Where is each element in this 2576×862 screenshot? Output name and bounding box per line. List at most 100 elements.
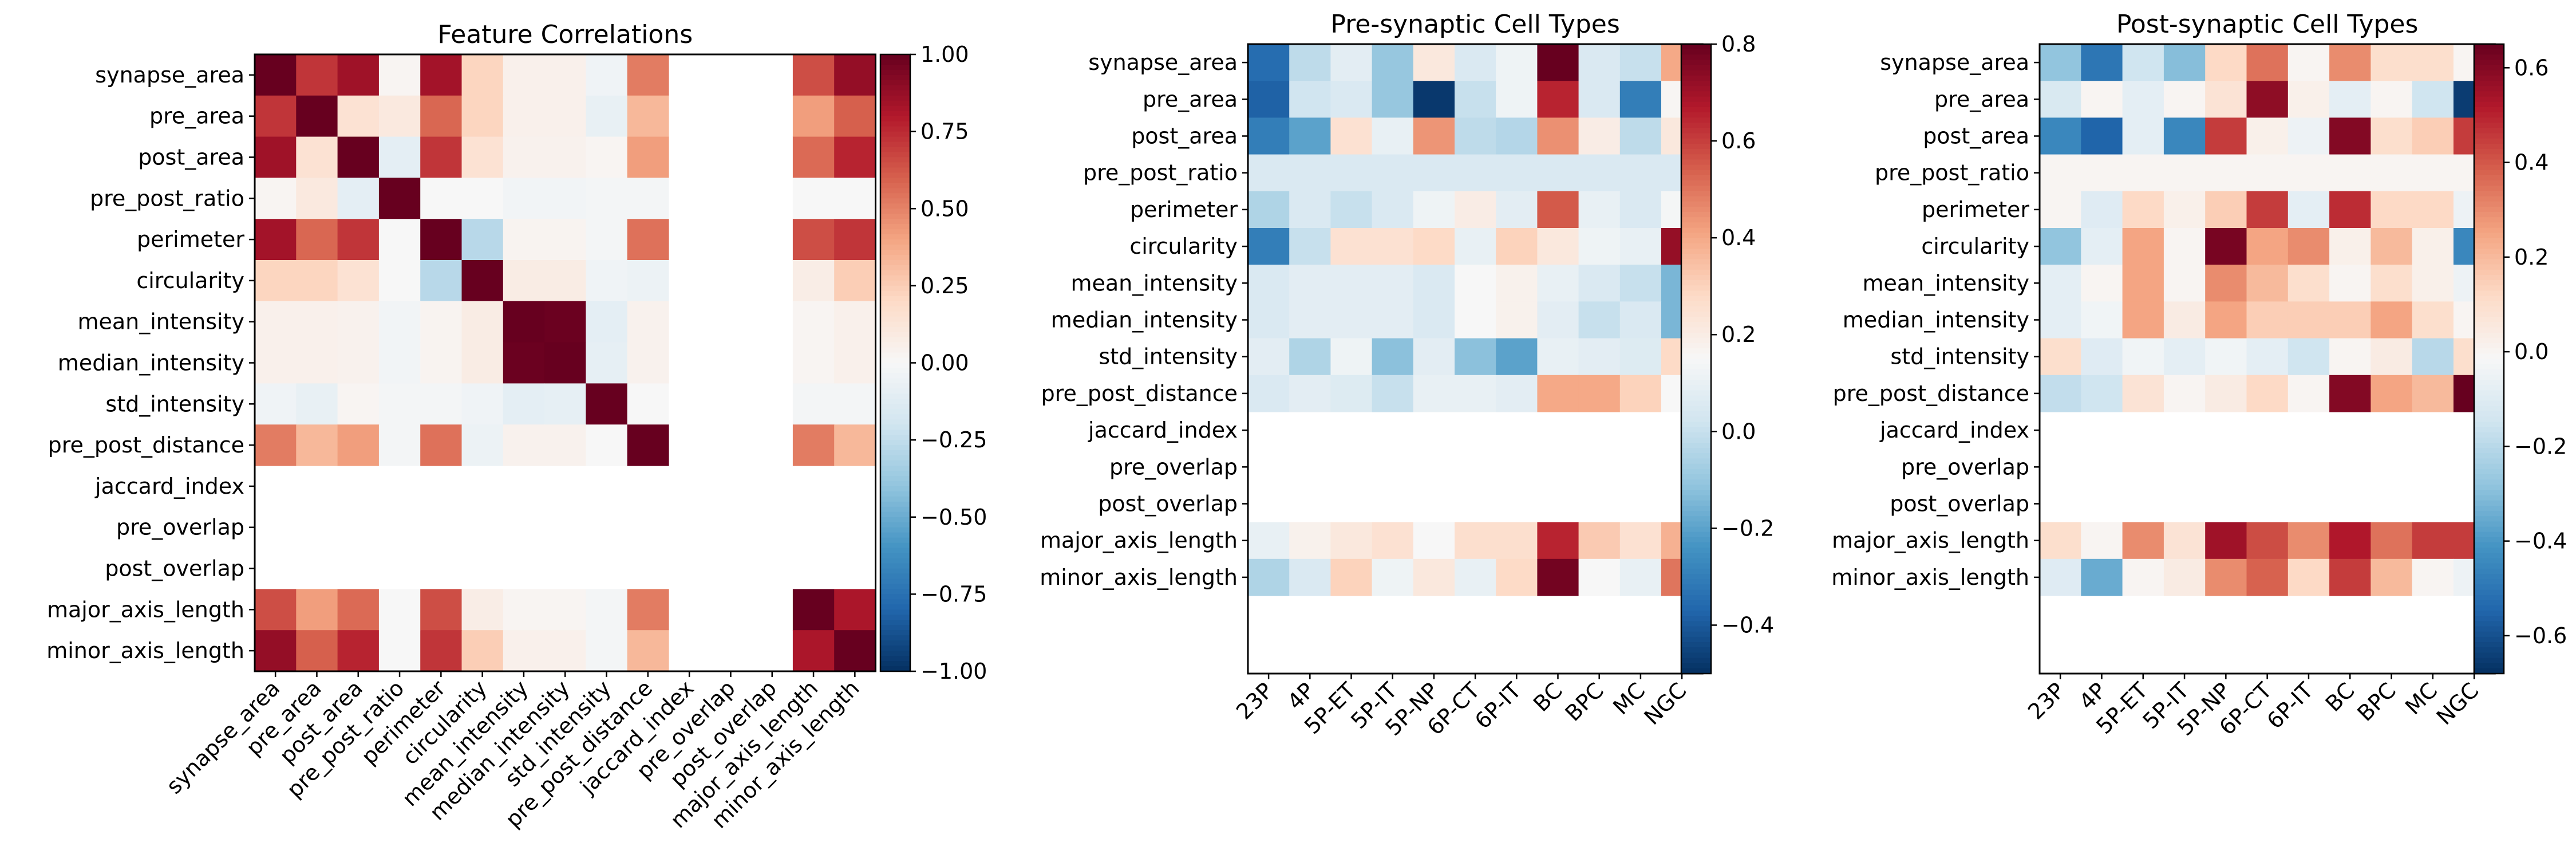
heatmap-cell: [2370, 44, 2413, 81]
heatmap-cell: [834, 95, 876, 137]
colorbar-segment: [2474, 285, 2504, 292]
colorbar-segment: [880, 162, 910, 168]
heatmap-cell: [420, 424, 463, 466]
heatmap-cell: [544, 301, 586, 343]
heatmap-cell: [627, 136, 669, 178]
column-label: BPC: [1560, 678, 1609, 726]
colorbar-segment: [880, 558, 910, 564]
heatmap-cell: [2040, 558, 2081, 596]
colorbar-tick-label: 1.00: [920, 42, 969, 67]
heatmap-cell: [1455, 228, 1496, 265]
heatmap-cell: [2122, 228, 2164, 265]
heatmap-cell: [337, 178, 380, 219]
heatmap-cell: [2412, 558, 2454, 596]
heatmap-cell: [2122, 154, 2164, 192]
colorbar-segment: [1681, 626, 1711, 632]
heatmap-cell: [2412, 154, 2454, 192]
heatmap-cell: [2329, 81, 2371, 118]
colorbar-segment: [1681, 186, 1711, 192]
heatmap-cell: [2163, 301, 2206, 339]
colorbar-segment: [1681, 458, 1711, 465]
column-label: 23P: [2023, 678, 2070, 725]
heatmap-cell: [2040, 228, 2081, 265]
heatmap-cell: [1413, 375, 1455, 412]
colorbar-tick-label: 0.6: [2514, 55, 2549, 80]
colorbar-segment: [1681, 144, 1711, 149]
heatmap-cell: [2122, 558, 2164, 596]
heatmap-cell: [1413, 117, 1455, 155]
row-label: minor_axis_length: [46, 638, 244, 663]
heatmap-cell: [2287, 44, 2330, 81]
colorbar-segment: [880, 599, 910, 605]
colorbar-segment: [2474, 584, 2504, 591]
colorbar-segment: [880, 347, 910, 353]
heatmap-cell: [792, 260, 835, 302]
colorbar-segment: [1681, 269, 1711, 275]
colorbar-segment: [1681, 642, 1711, 648]
heatmap-cell: [1413, 228, 1455, 265]
colorbar-segment: [880, 326, 910, 333]
row-label: major_axis_length: [47, 597, 244, 622]
colorbar-segment: [880, 219, 910, 225]
heatmap-cell: [2287, 154, 2330, 192]
colorbar-segment: [880, 635, 910, 641]
colorbar-segment: [1681, 526, 1711, 533]
heatmap-cell: [1496, 154, 1538, 192]
heatmap-cell: [1330, 522, 1373, 560]
heatmap-cell: [420, 383, 463, 425]
row-label: post_area: [138, 145, 244, 170]
heatmap-cell: [1289, 301, 1331, 339]
colorbar-segment: [1681, 568, 1711, 574]
colorbar-segment: [880, 440, 910, 446]
heatmap-cell: [2370, 265, 2413, 302]
colorbar-segment: [2474, 631, 2504, 637]
heatmap-cell: [1248, 81, 1290, 118]
row-label: std_intensity: [1099, 344, 1238, 369]
colorbar-segment: [2474, 348, 2504, 355]
colorbar-segment: [2474, 448, 2504, 454]
heatmap-cell: [1330, 265, 1373, 302]
heatmap-cell: [1248, 44, 1290, 81]
heatmap-cell: [337, 54, 380, 96]
colorbar-segment: [2474, 70, 2504, 76]
colorbar-segment: [2474, 337, 2504, 344]
colorbar-segment: [2474, 332, 2504, 338]
heatmap-cell: [2412, 375, 2454, 412]
heatmap-cell: [378, 424, 421, 466]
heatmap-cell: [1248, 375, 1290, 412]
heatmap-cell: [461, 301, 504, 343]
heatmap-cell: [503, 54, 545, 96]
heatmap-cell: [2040, 265, 2081, 302]
heatmap-cell: [1413, 81, 1455, 118]
heatmap-cell: [586, 630, 628, 672]
heatmap-cell: [461, 219, 504, 261]
colorbar-segment: [880, 342, 910, 348]
heatmap-cell: [255, 424, 297, 466]
heatmap-cell: [792, 424, 835, 466]
row-label: post_area: [1923, 124, 2029, 149]
colorbar-segment: [2474, 558, 2504, 564]
column-label: 23P: [1231, 678, 1278, 725]
colorbar-segment: [2474, 107, 2504, 113]
colorbar-segment: [880, 183, 910, 189]
colorbar-segment: [880, 100, 910, 107]
heatmap-cell: [461, 383, 504, 425]
heatmap-cell: [1496, 265, 1538, 302]
heatmap-cell: [2205, 117, 2247, 155]
heatmap-cell: [1372, 191, 1414, 229]
heatmap-cell: [544, 136, 586, 178]
colorbar-segment: [1681, 264, 1711, 270]
colorbar-segment: [880, 198, 910, 204]
colorbar-segment: [2474, 463, 2504, 470]
colorbar-segment: [880, 527, 910, 533]
colorbar-segment: [2474, 511, 2504, 517]
heatmap-cell: [2163, 265, 2206, 302]
colorbar-segment: [1681, 274, 1711, 281]
heatmap-cell: [2205, 375, 2247, 412]
colorbar-segment: [2474, 505, 2504, 511]
heatmap-cell: [503, 342, 545, 384]
colorbar-segment: [880, 85, 910, 91]
correlation-heatmap-panel: Feature Correlations synapse_area pre_area…: [46, 20, 987, 833]
heatmap-cell: [2205, 301, 2247, 339]
heatmap-cell: [1289, 117, 1331, 155]
